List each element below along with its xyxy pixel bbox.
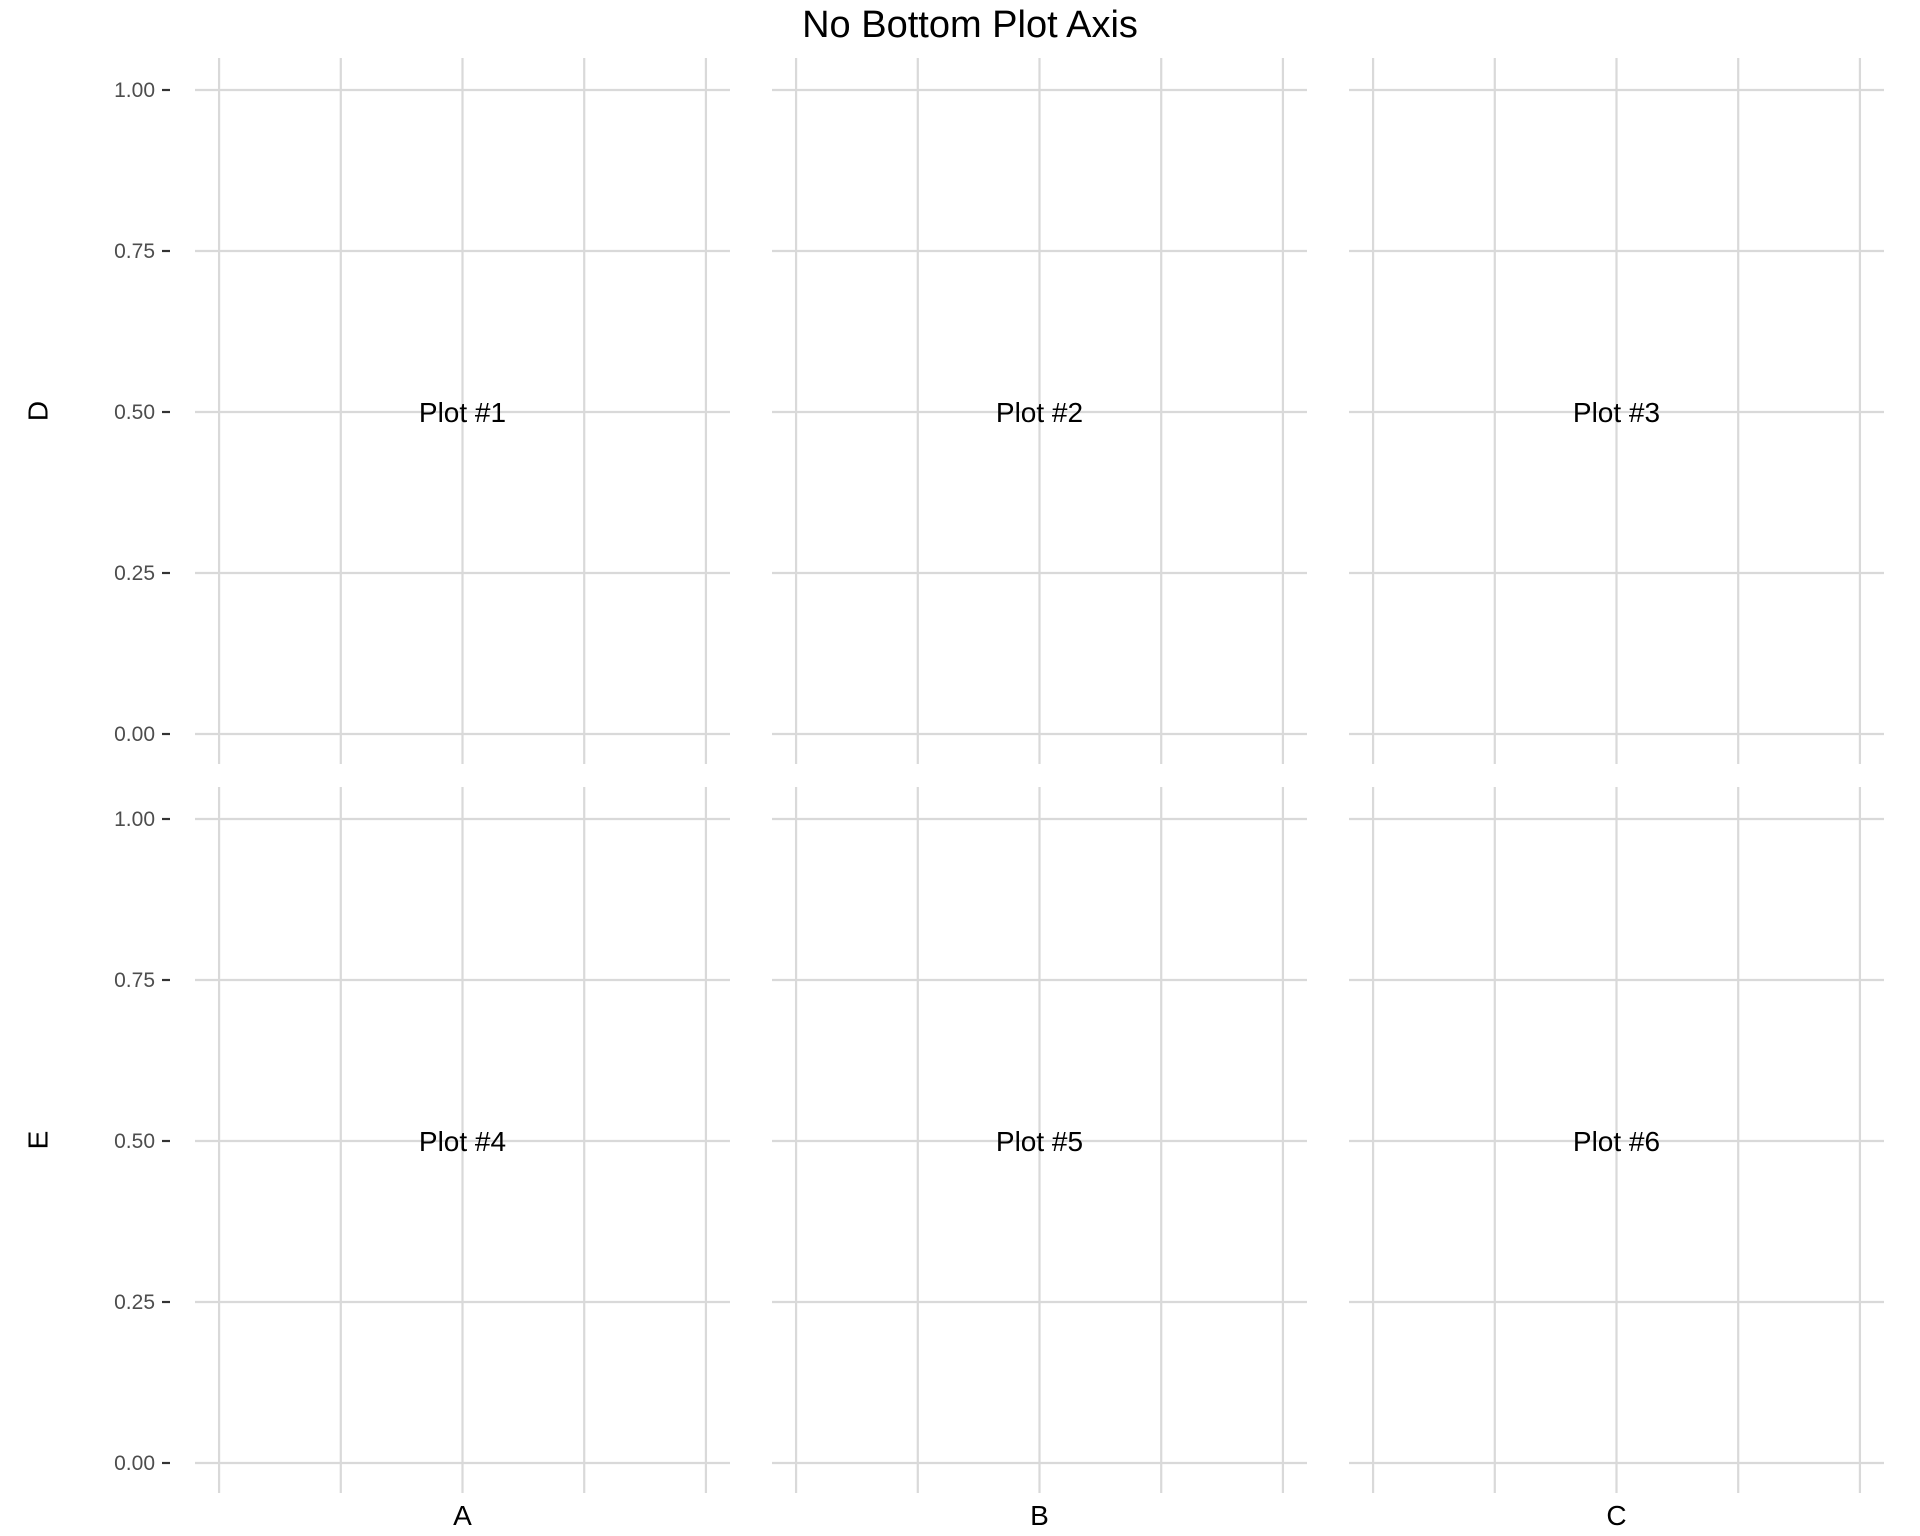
y-tick-label: 1.00 [114,808,155,831]
y-tick-label: 0.25 [114,562,155,585]
panel-label: Plot #2 [996,397,1083,428]
panel-label: Plot #1 [419,397,506,428]
panel-label: Plot #4 [419,1126,506,1157]
panels-layer: Plot #1 Plot #2 Plot #3 Plot #4 Plot #5 Plot … [22,58,1884,1531]
column-facet-label: A [453,1500,472,1531]
y-tick-label: 0.75 [114,969,155,992]
panel-label: Plot #5 [996,1126,1083,1157]
row-facet-label: E [22,1131,53,1150]
panel-label: Plot #3 [1573,397,1660,428]
y-tick-label: 0.00 [114,1452,155,1475]
column-facet-label: C [1606,1500,1626,1531]
y-tick-label: 0.50 [114,1130,155,1153]
y-tick-label: 0.00 [114,723,155,746]
column-facet-label: B [1030,1500,1049,1531]
y-tick-label: 0.25 [114,1291,155,1314]
panel-E-B [772,787,1307,1493]
panel-D-A [195,58,730,764]
panel-label: Plot #6 [1573,1126,1660,1157]
panel-D-C [1349,58,1884,764]
row-facet-label: D [22,401,53,421]
y-tick-label: 0.50 [114,401,155,424]
y-tick-label: 0.75 [114,240,155,263]
chart-title: No Bottom Plot Axis [802,4,1138,46]
y-tick-label: 1.00 [114,79,155,102]
panel-E-C [1349,787,1884,1493]
panel-D-B [772,58,1307,764]
panel-E-A [195,787,730,1493]
